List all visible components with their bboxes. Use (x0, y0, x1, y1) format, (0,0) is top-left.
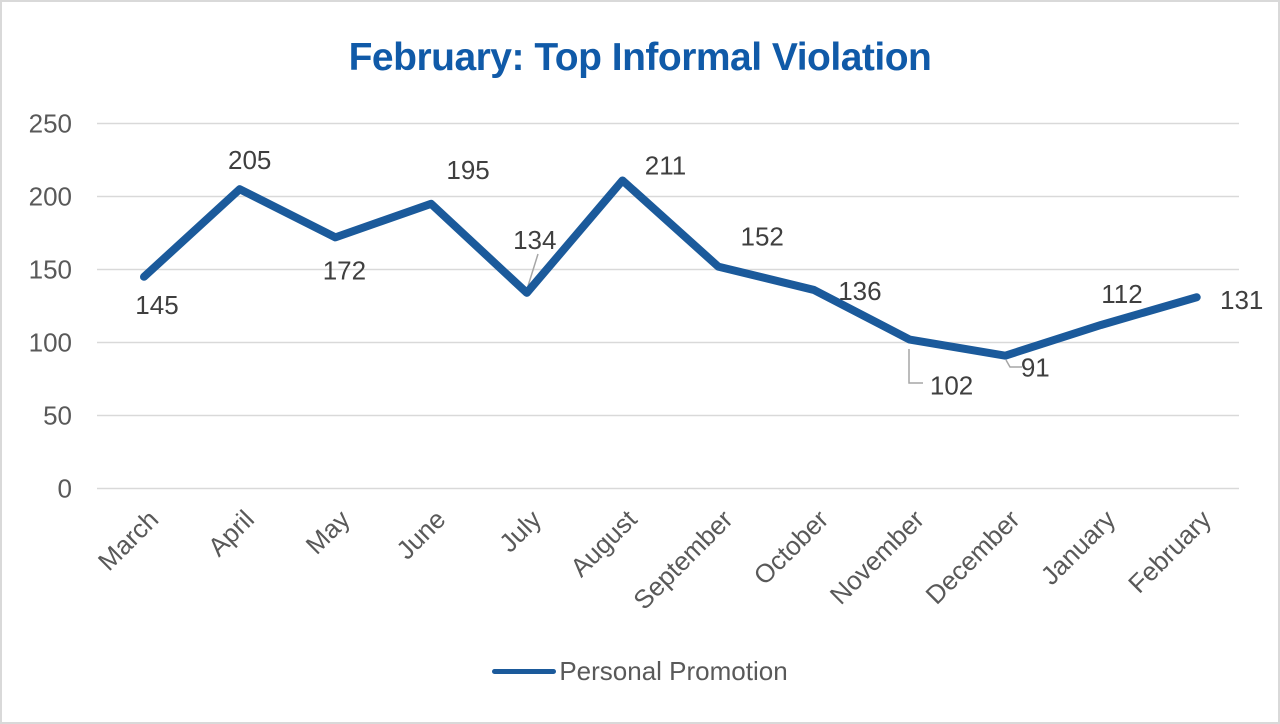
data-label-leader-line (527, 253, 539, 287)
x-axis-tick-label-august: August (564, 503, 643, 582)
legend-label: Personal Promotion (559, 656, 788, 686)
data-label-october: 136 (838, 276, 881, 306)
y-axis-tick-label: 150 (29, 255, 72, 285)
y-axis-tick-label: 50 (43, 401, 72, 431)
data-label-january: 112 (1101, 279, 1142, 309)
y-axis-tick-label: 100 (29, 328, 72, 358)
x-axis-tick-label-december: December (920, 504, 1026, 610)
x-axis-tick-label-march: March (92, 504, 164, 576)
x-axis-tick-label-october: October (748, 504, 835, 591)
data-label-leader-line (908, 349, 923, 384)
data-label-leader-line (1005, 359, 1022, 368)
x-axis-tick-label-november: November (824, 504, 930, 610)
data-label-june: 195 (446, 155, 489, 185)
x-axis-tick-label-january: January (1035, 504, 1122, 591)
x-axis-tick-label-june: June (390, 504, 451, 565)
data-label-may: 172 (323, 255, 366, 285)
data-label-april: 205 (228, 145, 271, 175)
x-axis-tick-label-february: February (1122, 504, 1217, 599)
y-axis-tick-label: 200 (29, 182, 72, 212)
data-label-december: 91 (1021, 353, 1050, 383)
legend-line-marker (492, 669, 557, 674)
chart-title: February: Top Informal Violation (348, 36, 932, 79)
series-line-personal-promotion (140, 176, 1201, 360)
legend: Personal Promotion (2, 656, 1278, 687)
x-axis-tick-label-may: May (300, 504, 356, 560)
y-axis-tick-label: 0 (58, 474, 72, 504)
data-label-august: 211 (645, 150, 686, 180)
data-label-september: 152 (741, 222, 784, 252)
x-axis-tick-label-july: July (493, 504, 547, 558)
y-axis-tick-label: 250 (29, 109, 72, 139)
x-axis-tick-label-september: September (627, 504, 738, 615)
data-label-november: 102 (930, 371, 973, 401)
data-label-july: 134 (513, 225, 556, 255)
x-axis-tick-label-april: April (202, 504, 260, 562)
data-label-march: 145 (135, 290, 178, 320)
data-label-february: 131 (1220, 285, 1263, 315)
